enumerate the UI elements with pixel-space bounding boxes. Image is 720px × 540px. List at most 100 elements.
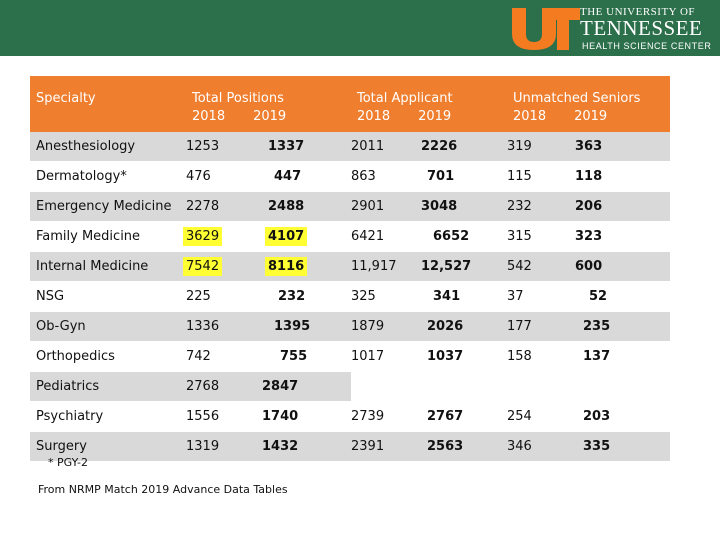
cell-unmatched-2018: 115 <box>507 161 576 192</box>
cell-applicants-2019: 2563 <box>419 431 508 462</box>
cell-applicants-2018: 1017 <box>351 341 419 372</box>
cell-applicants-2019: 341 <box>419 281 508 312</box>
cell-positions-2018: 1253 <box>186 132 252 162</box>
table-row: Psychiatry 1556 1740 2739 2767 254 203 <box>30 401 671 432</box>
cell-applicants-2019 <box>419 371 508 402</box>
cell-applicants-2018: 6421 <box>351 221 419 252</box>
cell-unmatched-2018: 346 <box>507 431 576 462</box>
cell-unmatched-2019: 52 <box>575 281 671 312</box>
cell-unmatched-2018: 254 <box>507 401 576 432</box>
cell-applicants-2018: 11,917 <box>351 251 419 282</box>
cell-positions-2019: 447 <box>252 161 351 192</box>
cell-applicants-2019: 12,527 <box>419 251 508 282</box>
brand-the-university-of: THE UNIVERSITY OF <box>580 6 696 18</box>
cell-unmatched-2019: 137 <box>575 341 671 372</box>
cell-applicants-2019: 3048 <box>419 191 508 222</box>
header-total-positions: Total Positions 2018 2019 <box>186 76 351 132</box>
cell-applicants-2018: 2739 <box>351 401 419 432</box>
table-row: Internal Medicine 7542 8116 11,917 12,52… <box>30 251 671 282</box>
cell-unmatched-2019: 323 <box>575 221 671 252</box>
header-total-applicant: Total Applicant 2018 2019 <box>351 76 508 132</box>
cell-positions-2018: 742 <box>186 341 252 372</box>
table-header-row: Specialty Total Positions 2018 2019 Total… <box>30 76 671 132</box>
cell-positions-2019: 1740 <box>252 401 351 432</box>
footnote: * PGY-2 <box>48 456 88 469</box>
cell-specialty: Psychiatry <box>30 401 186 432</box>
table-row: Orthopedics 742 755 1017 1037 158 137 <box>30 341 671 372</box>
cell-positions-2018: 225 <box>186 281 252 312</box>
cell-positions-2018: 1319 <box>186 431 252 462</box>
ut-logo-icon <box>512 8 580 50</box>
cell-applicants-2019: 2026 <box>419 311 508 342</box>
cell-unmatched-2018: 37 <box>507 281 576 312</box>
table-row: Emergency Medicine 2278 2488 2901 3048 2… <box>30 191 671 222</box>
cell-positions-2019: 1395 <box>252 311 351 342</box>
cell-unmatched-2018: 158 <box>507 341 576 372</box>
cell-unmatched-2018: 542 <box>507 251 576 282</box>
highlight-marker: 7542 <box>183 257 223 276</box>
highlight-marker: 4107 <box>265 227 308 246</box>
source-note: From NRMP Match 2019 Advance Data Tables <box>38 483 288 496</box>
cell-positions-2018: 3629 <box>183 221 252 252</box>
cell-unmatched-2019: 600 <box>575 251 671 282</box>
cell-specialty: Surgery <box>30 431 186 462</box>
cell-applicants-2019: 701 <box>419 161 508 192</box>
cell-positions-2019: 1432 <box>252 431 351 462</box>
cell-unmatched-2019 <box>575 371 671 402</box>
cell-unmatched-2019: 335 <box>575 431 671 462</box>
cell-applicants-2018: 2011 <box>351 132 419 162</box>
brand-tennessee: TENNESSEE <box>580 16 703 40</box>
brand-health-science-center: HEALTH SCIENCE CENTER <box>582 41 712 51</box>
cell-applicants-2018: 863 <box>351 161 419 192</box>
table-row: Ob-Gyn 1336 1395 1879 2026 177 235 <box>30 311 671 342</box>
cell-positions-2019: 4107 <box>252 221 351 252</box>
cell-unmatched-2018: 315 <box>507 221 576 252</box>
cell-unmatched-2018: 177 <box>507 311 576 342</box>
cell-applicants-2018: 1879 <box>351 311 419 342</box>
cell-positions-2019: 232 <box>252 281 351 312</box>
cell-specialty: Family Medicine <box>30 221 186 252</box>
cell-specialty: Dermatology* <box>30 161 186 192</box>
table-row: Dermatology* 476 447 863 701 115 118 <box>30 161 671 192</box>
table-row: NSG 225 232 325 341 37 52 <box>30 281 671 312</box>
cell-positions-2019: 755 <box>252 341 351 372</box>
cell-unmatched-2018: 232 <box>507 191 576 222</box>
cell-applicants-2018: 2901 <box>351 191 419 222</box>
table-row: Anesthesiology 1253 1337 2011 2226 319 3… <box>30 132 671 162</box>
cell-positions-2018: 1336 <box>186 311 252 342</box>
table-row: Surgery 1319 1432 2391 2563 346 335 <box>30 431 671 462</box>
table-row: Family Medicine 3629 4107 6421 6652 315 … <box>30 221 671 252</box>
cell-positions-2019: 8116 <box>252 251 351 282</box>
cell-applicants-2019: 1037 <box>419 341 508 372</box>
cell-specialty: Internal Medicine <box>30 251 186 282</box>
cell-specialty: Emergency Medicine <box>30 191 186 222</box>
header-unmatched-seniors: Unmatched Seniors 2018 2019 <box>507 76 671 132</box>
cell-specialty: Orthopedics <box>30 341 186 372</box>
header-specialty: Specialty <box>30 76 186 132</box>
cell-specialty: Anesthesiology <box>30 132 186 162</box>
highlight-marker: 8116 <box>265 257 308 276</box>
cell-unmatched-2019: 363 <box>575 132 671 162</box>
cell-unmatched-2019: 118 <box>575 161 671 192</box>
cell-positions-2018: 476 <box>186 161 252 192</box>
header-banner: THE UNIVERSITY OF TENNESSEE HEALTH SCIEN… <box>0 0 720 56</box>
cell-applicants-2019: 6652 <box>419 221 508 252</box>
cell-positions-2019: 2488 <box>252 191 351 222</box>
cell-applicants-2018: 325 <box>351 281 419 312</box>
cell-specialty: NSG <box>30 281 186 312</box>
cell-unmatched-2019: 203 <box>575 401 671 432</box>
cell-applicants-2018 <box>351 371 419 402</box>
cell-positions-2018: 7542 <box>183 251 252 282</box>
cell-applicants-2019: 2767 <box>419 401 508 432</box>
cell-positions-2019: 1337 <box>252 132 351 162</box>
cell-specialty: Ob-Gyn <box>30 311 186 342</box>
cell-specialty: Pediatrics <box>30 371 186 402</box>
cell-applicants-2018: 2391 <box>351 431 419 462</box>
table-row: Pediatrics 2768 2847 <box>30 371 671 402</box>
highlight-marker: 3629 <box>183 227 223 246</box>
cell-positions-2018: 1556 <box>186 401 252 432</box>
cell-positions-2018: 2278 <box>186 191 252 222</box>
cell-applicants-2019: 2226 <box>419 132 508 162</box>
cell-unmatched-2018 <box>507 371 576 402</box>
cell-unmatched-2019: 235 <box>575 311 671 342</box>
